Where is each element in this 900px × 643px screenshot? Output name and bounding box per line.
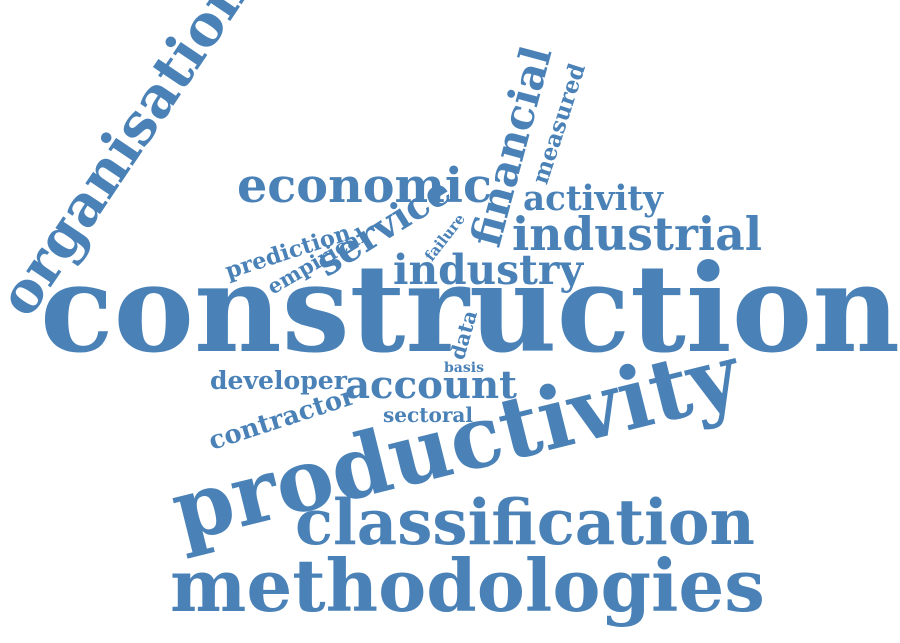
word-economic: economic: [237, 158, 492, 215]
word-classification: classification: [295, 484, 755, 559]
word-activity: activity: [523, 178, 663, 219]
word-account: account: [345, 363, 517, 409]
word-construction: construction: [40, 238, 900, 380]
word-basis: basis: [444, 360, 484, 377]
word-sectoral: sectoral: [383, 403, 473, 428]
word-industry: industry: [393, 246, 583, 295]
word-developer: developer: [210, 365, 347, 396]
word-methodologies: methodologies: [170, 544, 765, 630]
word-industrial: industrial: [512, 207, 763, 262]
